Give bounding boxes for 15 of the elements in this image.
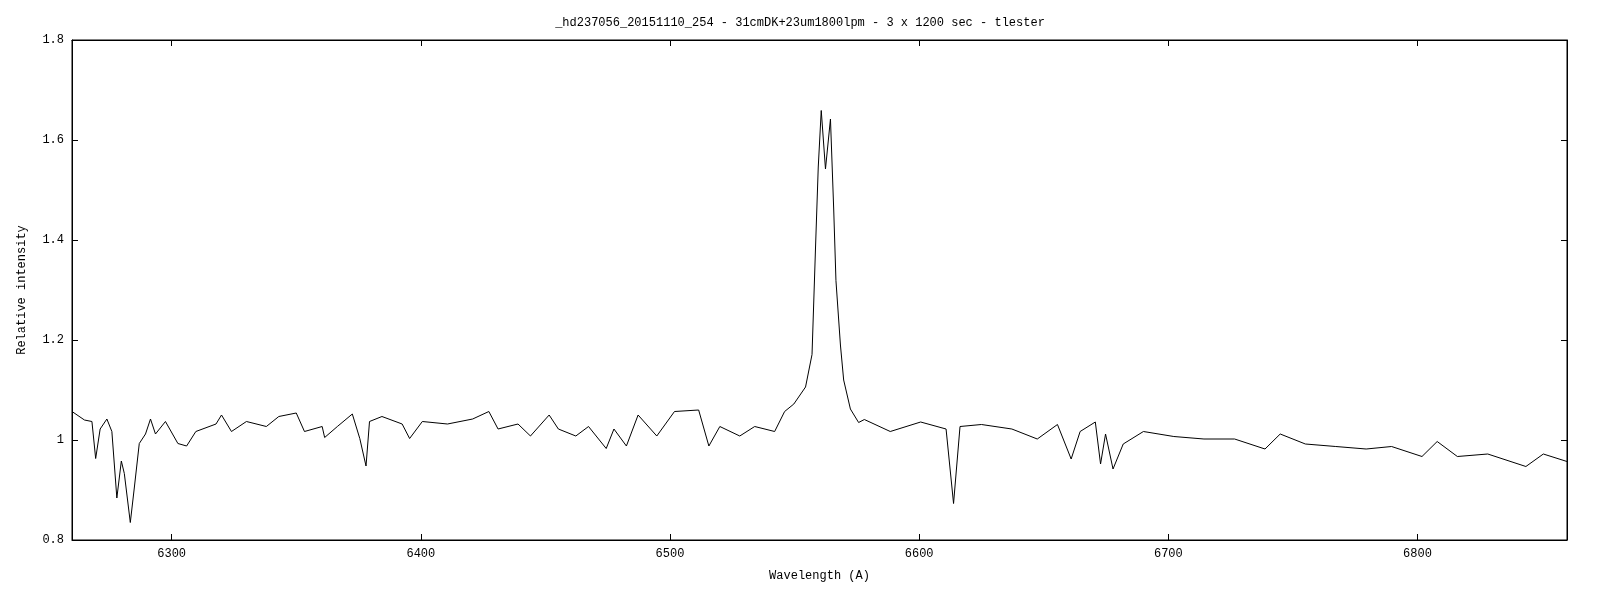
y-tick-label: 1: [56, 433, 64, 447]
y-tick-label: 1.8: [42, 33, 64, 47]
x-tick-label: 6300: [157, 547, 187, 561]
x-tick-label: 6800: [1403, 547, 1432, 561]
y-tick-label: 1.4: [42, 233, 64, 247]
chart-title: _hd237056_20151110_254 - 31cmDK+23um1800lpm - 3 x 1200 sec - tlester: [554, 16, 1045, 30]
x-axis-title: Wavelength (A): [769, 569, 870, 583]
x-tick-label: 6400: [406, 547, 436, 561]
x-tick-label: 6700: [1153, 547, 1183, 561]
y-axis-title: Relative intensity: [15, 225, 29, 355]
y-tick-label: 0.8: [42, 533, 64, 547]
y-tick-label: 1.2: [42, 333, 64, 347]
x-tick-label: 6600: [904, 547, 934, 561]
y-tick-label: 1.6: [42, 133, 64, 147]
x-tick-label: 6500: [655, 547, 685, 561]
